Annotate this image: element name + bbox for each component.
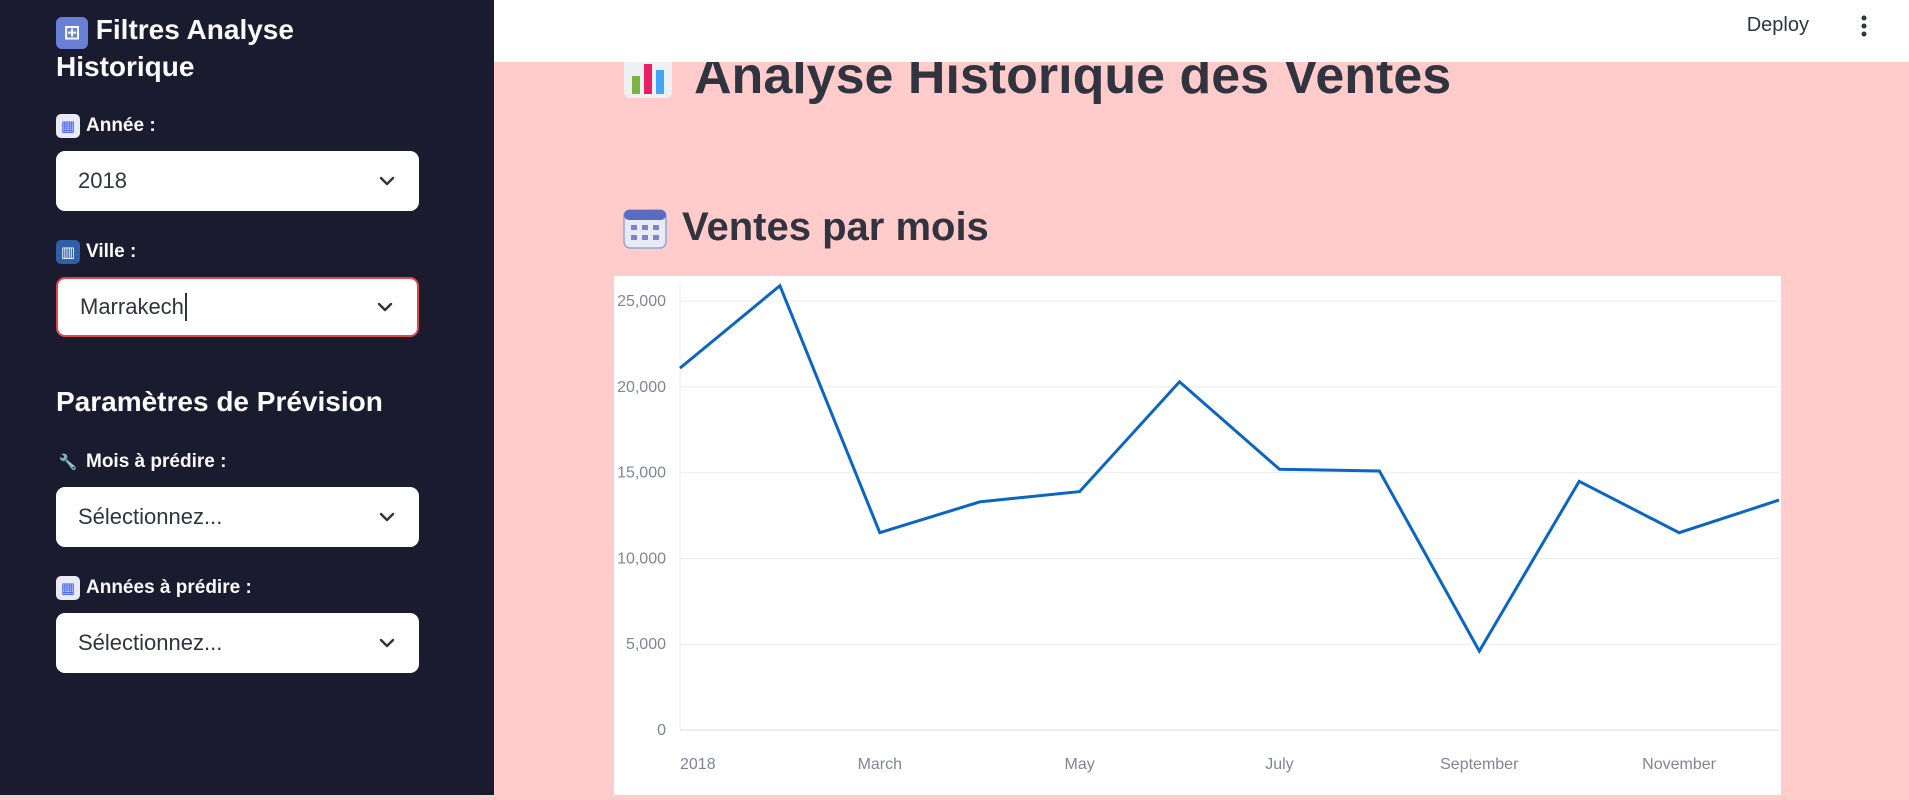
y-tick-label: 10,000 — [617, 550, 666, 567]
forecast-month-select[interactable]: Sélectionnez... — [56, 487, 419, 547]
city-icon: ▥ — [56, 240, 80, 264]
forecast-years-select[interactable]: Sélectionnez... — [56, 613, 419, 673]
x-tick-label: November — [1642, 756, 1716, 773]
section-title: Ventes par mois — [622, 204, 989, 250]
forecast-section-title: Paramètres de Prévision — [56, 386, 383, 418]
forecast-years-placeholder: Sélectionnez... — [78, 630, 222, 656]
chevron-down-icon — [377, 507, 397, 527]
section-title-text: Ventes par mois — [682, 205, 989, 250]
year-label-text: Année : — [86, 115, 156, 137]
forecast-month-placeholder: Sélectionnez... — [78, 504, 222, 530]
city-label: ▥ Ville : — [56, 240, 136, 264]
city-select-value: Marrakech — [80, 294, 184, 320]
city-label-text: Ville : — [86, 241, 136, 263]
x-tick-label: July — [1265, 756, 1293, 773]
sales-series-line — [680, 286, 1779, 651]
sidebar: ⊞ Filtres Analyse Historique ▦ Année : 2… — [0, 0, 494, 795]
y-tick-label: 25,000 — [617, 293, 666, 310]
deploy-button[interactable]: Deploy — [1747, 14, 1809, 37]
y-tick-label: 5,000 — [626, 636, 666, 653]
forecast-years-label-text: Années à prédire : — [86, 577, 252, 599]
city-select[interactable]: Marrakech — [56, 277, 419, 337]
year-select[interactable]: 2018 — [56, 151, 419, 211]
text-caret — [185, 293, 187, 321]
wrench-icon: 🔧 — [56, 450, 80, 474]
chevron-down-icon — [375, 297, 395, 317]
calendar-icon: ▦ — [56, 114, 80, 138]
control-knobs-icon: ⊞ — [56, 17, 88, 49]
y-tick-label: 15,000 — [617, 465, 666, 482]
year-select-value: 2018 — [78, 168, 127, 194]
x-tick-label: 2018 — [680, 756, 716, 773]
chevron-down-icon — [377, 633, 397, 653]
year-label: ▦ Année : — [56, 114, 156, 138]
sales-line-chart[interactable]: 0 5,000 10,000 15,000 20,000 25,000 2018 March M… — [614, 276, 1781, 795]
kebab-menu-icon[interactable] — [1859, 14, 1869, 38]
x-tick-label: September — [1440, 756, 1519, 773]
sidebar-title-text: Filtres Analyse Historique — [56, 14, 294, 82]
calendar-icon — [622, 204, 668, 250]
calendar-icon: ▦ — [56, 576, 80, 600]
x-tick-label: May — [1065, 756, 1095, 773]
y-tick-label: 0 — [657, 722, 666, 739]
chart-svg: 0 5,000 10,000 15,000 20,000 25,000 2018 March M… — [614, 276, 1781, 795]
forecast-month-label: 🔧 Mois à prédire : — [56, 450, 226, 474]
top-header: Deploy — [494, 0, 1909, 62]
chevron-down-icon — [377, 171, 397, 191]
x-tick-label: March — [858, 756, 902, 773]
forecast-month-label-text: Mois à prédire : — [86, 451, 226, 473]
forecast-years-label: ▦ Années à prédire : — [56, 576, 252, 600]
sidebar-title: ⊞ Filtres Analyse Historique — [56, 12, 416, 85]
y-tick-label: 20,000 — [617, 379, 666, 396]
